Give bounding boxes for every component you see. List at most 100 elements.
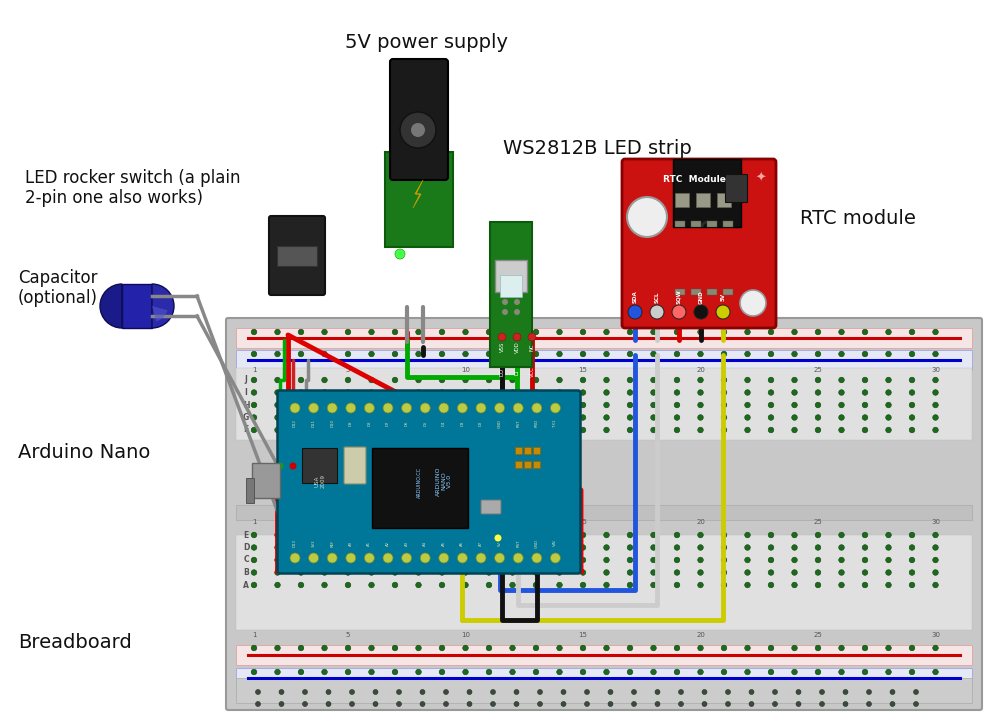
- Circle shape: [675, 351, 680, 357]
- Circle shape: [534, 329, 539, 335]
- Circle shape: [862, 545, 868, 551]
- Circle shape: [557, 414, 562, 420]
- Circle shape: [411, 123, 425, 137]
- Circle shape: [299, 557, 304, 563]
- Circle shape: [815, 645, 820, 651]
- Text: SCL: SCL: [655, 291, 660, 303]
- Circle shape: [886, 427, 891, 433]
- Text: E: E: [243, 531, 249, 539]
- Circle shape: [299, 645, 304, 651]
- Circle shape: [608, 690, 613, 695]
- Circle shape: [392, 669, 398, 675]
- Text: C: C: [243, 556, 249, 564]
- Text: TX1: TX1: [554, 419, 558, 427]
- Text: DO: DO: [500, 368, 505, 376]
- Circle shape: [513, 403, 523, 413]
- Circle shape: [251, 414, 257, 420]
- Circle shape: [792, 532, 798, 538]
- Circle shape: [416, 390, 422, 395]
- Circle shape: [369, 402, 374, 408]
- Circle shape: [275, 570, 281, 575]
- Circle shape: [251, 557, 257, 563]
- Circle shape: [627, 645, 633, 651]
- Circle shape: [580, 390, 586, 395]
- Circle shape: [345, 645, 351, 651]
- Circle shape: [439, 645, 444, 651]
- Circle shape: [400, 112, 436, 148]
- Circle shape: [838, 557, 844, 563]
- Bar: [673, 159, 741, 227]
- Circle shape: [838, 390, 844, 395]
- Text: D3: D3: [460, 420, 464, 426]
- Circle shape: [604, 557, 609, 563]
- Circle shape: [796, 701, 801, 706]
- Circle shape: [768, 669, 774, 675]
- Circle shape: [745, 329, 750, 335]
- Circle shape: [914, 701, 919, 706]
- Circle shape: [675, 414, 680, 420]
- Circle shape: [721, 351, 727, 357]
- Circle shape: [275, 390, 281, 395]
- FancyBboxPatch shape: [390, 59, 448, 180]
- Circle shape: [627, 545, 633, 551]
- Text: 25: 25: [813, 367, 822, 373]
- Circle shape: [502, 299, 508, 305]
- Circle shape: [627, 582, 633, 588]
- Circle shape: [716, 305, 730, 319]
- Circle shape: [321, 377, 327, 383]
- Circle shape: [462, 669, 468, 675]
- Circle shape: [697, 390, 703, 395]
- Circle shape: [768, 570, 774, 575]
- Circle shape: [299, 582, 304, 588]
- Circle shape: [702, 701, 707, 706]
- Circle shape: [321, 570, 327, 575]
- Circle shape: [309, 403, 318, 413]
- Circle shape: [697, 351, 703, 357]
- Circle shape: [838, 582, 844, 588]
- Text: 20: 20: [696, 632, 705, 638]
- Circle shape: [345, 532, 351, 538]
- Circle shape: [299, 402, 304, 408]
- Circle shape: [327, 403, 337, 413]
- Bar: [236, 678, 972, 703]
- Circle shape: [651, 570, 657, 575]
- Circle shape: [321, 351, 327, 357]
- FancyBboxPatch shape: [269, 216, 325, 295]
- Circle shape: [910, 582, 915, 588]
- Circle shape: [886, 669, 891, 675]
- Circle shape: [721, 570, 727, 575]
- Circle shape: [768, 351, 774, 357]
- Circle shape: [416, 545, 422, 551]
- Circle shape: [697, 582, 703, 588]
- Circle shape: [383, 553, 393, 563]
- Circle shape: [697, 669, 703, 675]
- Circle shape: [514, 690, 519, 695]
- Circle shape: [815, 557, 820, 563]
- Circle shape: [534, 414, 539, 420]
- Circle shape: [416, 532, 422, 538]
- Circle shape: [886, 351, 891, 357]
- Circle shape: [513, 333, 521, 341]
- Circle shape: [321, 532, 327, 538]
- Circle shape: [721, 532, 727, 538]
- Circle shape: [768, 557, 774, 563]
- Circle shape: [725, 701, 730, 706]
- Circle shape: [697, 377, 703, 383]
- Circle shape: [416, 669, 422, 675]
- Circle shape: [439, 329, 444, 335]
- Circle shape: [604, 351, 609, 357]
- Text: D7: D7: [386, 420, 390, 426]
- Circle shape: [251, 669, 257, 675]
- Circle shape: [792, 570, 798, 575]
- Circle shape: [655, 701, 660, 706]
- Circle shape: [290, 462, 297, 470]
- Circle shape: [890, 690, 895, 695]
- Circle shape: [910, 532, 915, 538]
- Circle shape: [862, 377, 868, 383]
- Circle shape: [486, 545, 492, 551]
- Text: D8: D8: [367, 420, 371, 426]
- Circle shape: [815, 414, 820, 420]
- Text: 10: 10: [461, 519, 470, 525]
- Circle shape: [675, 669, 680, 675]
- Circle shape: [321, 329, 327, 335]
